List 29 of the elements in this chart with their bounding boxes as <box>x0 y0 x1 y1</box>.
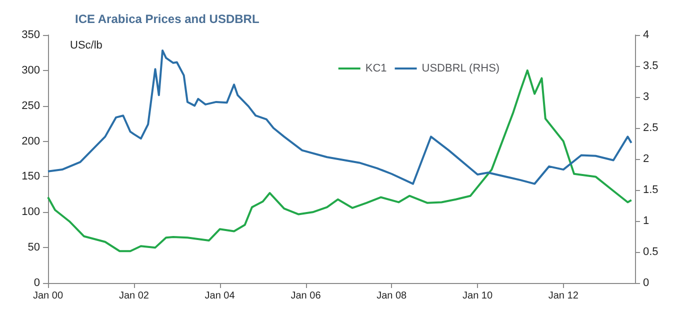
y2-tick-label: 2 <box>643 153 650 165</box>
y2-tick-label: 3 <box>643 91 650 103</box>
y-tick-label: 300 <box>22 64 40 76</box>
y-tick-label: 50 <box>28 242 40 254</box>
y2-tick-label: 3.5 <box>643 60 658 72</box>
y2-tick-label: 2.5 <box>643 122 658 134</box>
x-tick-label: Jan 08 <box>376 290 408 302</box>
line-series <box>47 50 632 185</box>
x-tick-label: Jan 12 <box>548 290 579 302</box>
x-tick-label: Jan 04 <box>204 290 236 302</box>
y2-tick-label: 1 <box>643 215 650 227</box>
y-tick-label: 350 <box>22 29 40 41</box>
y-tick-label: 0 <box>34 277 40 289</box>
y2-tick-label: 0.5 <box>643 246 658 258</box>
y-axis-title: USc/lb <box>70 40 102 52</box>
legend-label: KC1 <box>365 62 387 74</box>
y-tick-label: 250 <box>22 100 40 112</box>
y2-tick-label: 1.5 <box>643 184 658 196</box>
legend-label: USDBRL (RHS) <box>422 62 500 74</box>
x-tick-label: Jan 02 <box>118 290 150 302</box>
y-tick-label: 150 <box>22 170 40 183</box>
y2-tick-label: 4 <box>643 29 650 41</box>
y2-tick-label: 0 <box>643 277 650 289</box>
chart-title: ICE Arabica Prices and USDBRL <box>75 12 260 26</box>
y-tick-label: 200 <box>22 135 40 148</box>
x-tick-label: Jan 10 <box>462 290 493 302</box>
y-tick-label: 100 <box>22 206 40 218</box>
x-tick-label: Jan 06 <box>290 290 322 302</box>
x-tick-label: Jan 00 <box>32 290 64 302</box>
